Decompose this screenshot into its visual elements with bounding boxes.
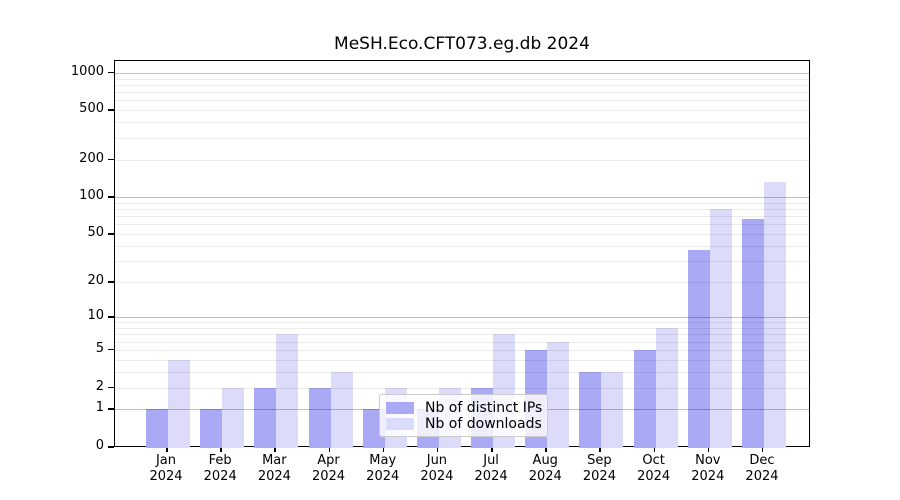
legend-label-distinct-ips: Nb of distinct IPs [425, 400, 543, 416]
bar-downloads-dec [763, 182, 786, 448]
y-axis-labels: 0 1 2 5 10 20 50 100 200 500 1000 [0, 60, 104, 453]
y-axis-tick-label: 20 [87, 273, 104, 289]
x-axis-tick-label: Nov 2024 [691, 453, 725, 484]
y-axis-tick-mark [108, 386, 114, 388]
y-axis-tick-mark [108, 281, 114, 283]
bar-downloads-mar [276, 334, 299, 448]
bar-downloads-aug [547, 341, 570, 448]
x-axis-tick-mark [761, 447, 764, 452]
bar-distinct-ips-oct [633, 349, 656, 448]
x-axis-tick-label: Oct 2024 [637, 453, 671, 484]
y-axis-tick-label: 2 [95, 378, 104, 394]
y-axis-tick-mark [108, 446, 114, 448]
y-axis-tick-label: 100 [79, 188, 104, 204]
chart-title: MeSH.Eco.CFT073.eg.db 2024 [334, 34, 590, 54]
legend-label-downloads: Nb of downloads [425, 416, 542, 432]
bar-distinct-ips-sep [579, 371, 602, 448]
x-axis-labels: Jan 2024 Feb 2024 Mar 2024 Apr 2024 May 2024 Jun 20… [114, 453, 810, 493]
y-axis-tick-label: 1 [95, 400, 104, 416]
x-axis-tick-mark [707, 447, 710, 452]
x-axis-tick-mark [274, 447, 276, 452]
y-axis-tick-mark [108, 316, 114, 318]
x-axis-tick-mark [545, 447, 547, 452]
y-axis-tick-label: 500 [79, 101, 104, 117]
x-axis-tick-label: May 2024 [366, 453, 400, 484]
y-axis-tick-label: 5 [95, 341, 104, 357]
x-axis-tick-mark [166, 447, 168, 452]
x-axis-tick-label: Sep 2024 [582, 453, 616, 484]
x-axis-tick-mark [328, 447, 331, 452]
y-axis-tick-label: 0 [95, 438, 104, 454]
y-axis-tick-label: 10 [87, 308, 104, 324]
y-axis-tick-label: 200 [79, 150, 104, 166]
bar-distinct-ips-jan [146, 409, 168, 448]
y-axis-tick-mark [108, 233, 114, 235]
legend-swatch-distinct-ips-icon [386, 402, 414, 414]
x-axis-tick-label: Jul 2024 [474, 453, 508, 484]
x-axis-tick-mark [491, 447, 493, 452]
y-axis-tick-mark [108, 158, 114, 161]
legend: Nb of distinct IPs Nb of downloads [379, 394, 548, 437]
y-axis-tick-label: 50 [87, 225, 104, 241]
bar-downloads-oct [655, 328, 678, 448]
bar-distinct-ips-feb [200, 409, 223, 448]
x-axis-tick-label: Mar 2024 [257, 453, 291, 484]
x-axis-tick-mark [220, 447, 222, 452]
x-axis-tick-label: Feb 2024 [203, 453, 237, 484]
legend-swatch-downloads-icon [386, 418, 414, 430]
x-axis-tick-label: Dec 2024 [745, 453, 779, 484]
bar-downloads-apr [330, 371, 353, 448]
bars-layer [115, 61, 809, 448]
bar-distinct-ips-mar [254, 387, 277, 448]
x-axis-tick-label: Apr 2024 [311, 453, 346, 484]
y-axis-tick-mark [108, 408, 114, 410]
bar-downloads-nov [709, 209, 732, 448]
legend-row-distinct-ips: Nb of distinct IPs [386, 400, 543, 416]
x-axis-tick-mark [653, 447, 656, 452]
bar-downloads-jan [168, 359, 190, 448]
bar-downloads-feb [222, 387, 245, 448]
bar-distinct-ips-nov [687, 250, 710, 448]
x-axis-tick-mark [599, 447, 601, 452]
y-axis-tick-mark [108, 109, 114, 111]
x-axis-tick-mark [436, 447, 439, 452]
x-axis-tick-label: Jun 2024 [420, 453, 454, 484]
bar-distinct-ips-dec [741, 219, 764, 448]
y-axis-tick-mark [108, 348, 114, 351]
x-axis-tick-mark [382, 447, 385, 452]
y-axis-tick-label: 1000 [70, 64, 104, 80]
x-axis-tick-label: Aug 2024 [528, 453, 562, 484]
x-axis-tick-label: Jan 2024 [149, 453, 183, 484]
legend-row-downloads: Nb of downloads [386, 416, 542, 432]
plot-area: Nb of distinct IPs Nb of downloads [114, 60, 810, 448]
y-axis-tick-mark [108, 196, 114, 198]
y-axis-tick-mark [108, 71, 114, 74]
bar-distinct-ips-apr [308, 387, 331, 448]
bar-downloads-sep [601, 371, 624, 448]
